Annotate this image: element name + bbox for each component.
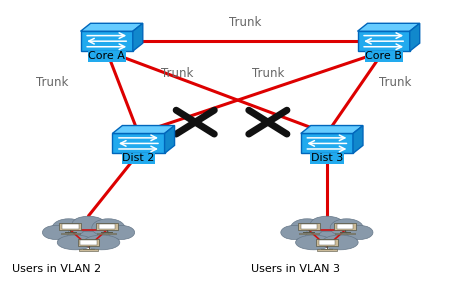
Ellipse shape bbox=[72, 216, 105, 232]
Text: Trunk: Trunk bbox=[379, 76, 411, 89]
Text: Core B: Core B bbox=[365, 51, 402, 61]
FancyBboxPatch shape bbox=[78, 239, 99, 246]
Polygon shape bbox=[358, 23, 420, 31]
Ellipse shape bbox=[330, 219, 363, 237]
FancyBboxPatch shape bbox=[80, 241, 97, 245]
Ellipse shape bbox=[57, 235, 94, 250]
Ellipse shape bbox=[43, 225, 69, 239]
FancyBboxPatch shape bbox=[97, 233, 117, 235]
Text: Dist 3: Dist 3 bbox=[311, 153, 343, 163]
Ellipse shape bbox=[311, 216, 343, 232]
Ellipse shape bbox=[296, 235, 332, 250]
Text: Trunk: Trunk bbox=[161, 67, 193, 80]
Text: Trunk: Trunk bbox=[252, 67, 284, 80]
FancyBboxPatch shape bbox=[60, 233, 80, 235]
Ellipse shape bbox=[56, 222, 122, 247]
FancyBboxPatch shape bbox=[62, 224, 79, 229]
Ellipse shape bbox=[92, 219, 125, 237]
Ellipse shape bbox=[281, 225, 307, 239]
Text: Trunk: Trunk bbox=[229, 16, 262, 29]
Text: Trunk: Trunk bbox=[36, 76, 69, 89]
Ellipse shape bbox=[109, 225, 135, 239]
FancyBboxPatch shape bbox=[59, 223, 81, 230]
FancyBboxPatch shape bbox=[319, 241, 335, 245]
FancyBboxPatch shape bbox=[301, 224, 317, 229]
Polygon shape bbox=[301, 126, 363, 133]
FancyBboxPatch shape bbox=[79, 249, 99, 251]
FancyBboxPatch shape bbox=[335, 233, 355, 235]
FancyBboxPatch shape bbox=[316, 239, 338, 246]
FancyBboxPatch shape bbox=[299, 233, 319, 235]
FancyBboxPatch shape bbox=[334, 223, 356, 230]
FancyBboxPatch shape bbox=[96, 223, 118, 230]
Ellipse shape bbox=[322, 235, 358, 250]
Text: Users in VLAN 3: Users in VLAN 3 bbox=[251, 264, 340, 274]
Polygon shape bbox=[164, 126, 175, 153]
Text: Users in VLAN 2: Users in VLAN 2 bbox=[12, 264, 101, 274]
Ellipse shape bbox=[347, 225, 373, 239]
FancyBboxPatch shape bbox=[99, 224, 115, 229]
Polygon shape bbox=[410, 23, 420, 51]
Polygon shape bbox=[133, 23, 143, 51]
FancyBboxPatch shape bbox=[113, 133, 164, 153]
Polygon shape bbox=[113, 126, 175, 133]
FancyBboxPatch shape bbox=[337, 224, 353, 229]
Text: Dist 2: Dist 2 bbox=[122, 153, 155, 163]
Text: Core A: Core A bbox=[88, 51, 125, 61]
Ellipse shape bbox=[52, 219, 85, 237]
FancyBboxPatch shape bbox=[301, 133, 353, 153]
Ellipse shape bbox=[294, 222, 360, 247]
Polygon shape bbox=[353, 126, 363, 153]
FancyBboxPatch shape bbox=[358, 31, 410, 51]
Polygon shape bbox=[81, 23, 143, 31]
FancyBboxPatch shape bbox=[81, 31, 133, 51]
FancyBboxPatch shape bbox=[317, 249, 337, 251]
FancyBboxPatch shape bbox=[298, 223, 320, 230]
Ellipse shape bbox=[84, 235, 120, 250]
Ellipse shape bbox=[291, 219, 324, 237]
